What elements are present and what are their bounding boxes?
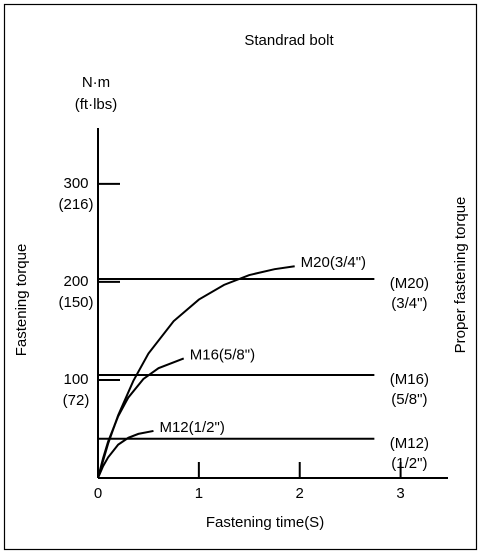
x-tick-label: 1 [195,485,203,502]
curve [97,265,295,479]
y-tick-label: 100 [63,371,88,388]
reference-label: (3/4") [391,295,427,312]
series-label: M12(1/2") [159,419,224,436]
y-unit: (ft·lbs) [75,96,118,113]
y-tick-label: 200 [63,273,88,290]
x-tick-label: 3 [396,485,404,502]
chart-title: Standrad bolt [244,32,334,49]
x-tick-label: 2 [296,485,304,502]
y-axis-label: Fastening torque [13,244,30,357]
reference-label: (M16) [390,371,429,388]
y2-axis-label: Proper fastening torque [452,197,469,354]
y-unit: N·m [82,74,110,91]
curve [97,357,185,479]
curve [97,429,154,479]
y-tick-label: (150) [58,294,93,311]
reference-label: (M20) [390,275,429,292]
y-tick-label: (72) [63,392,90,409]
reference-label: (5/8") [391,391,427,408]
reference-label: (M12) [390,435,429,452]
series-label: M16(5/8") [190,346,255,363]
frame [3,3,478,551]
y-tick-label: 300 [63,175,88,192]
reference-label: (1/2") [391,455,427,472]
y-tick-label: (216) [58,196,93,213]
x-axis-label: Fastening time(S) [206,514,324,531]
x-tick-label: 0 [94,485,102,502]
series-label: M20(3/4") [301,254,366,271]
